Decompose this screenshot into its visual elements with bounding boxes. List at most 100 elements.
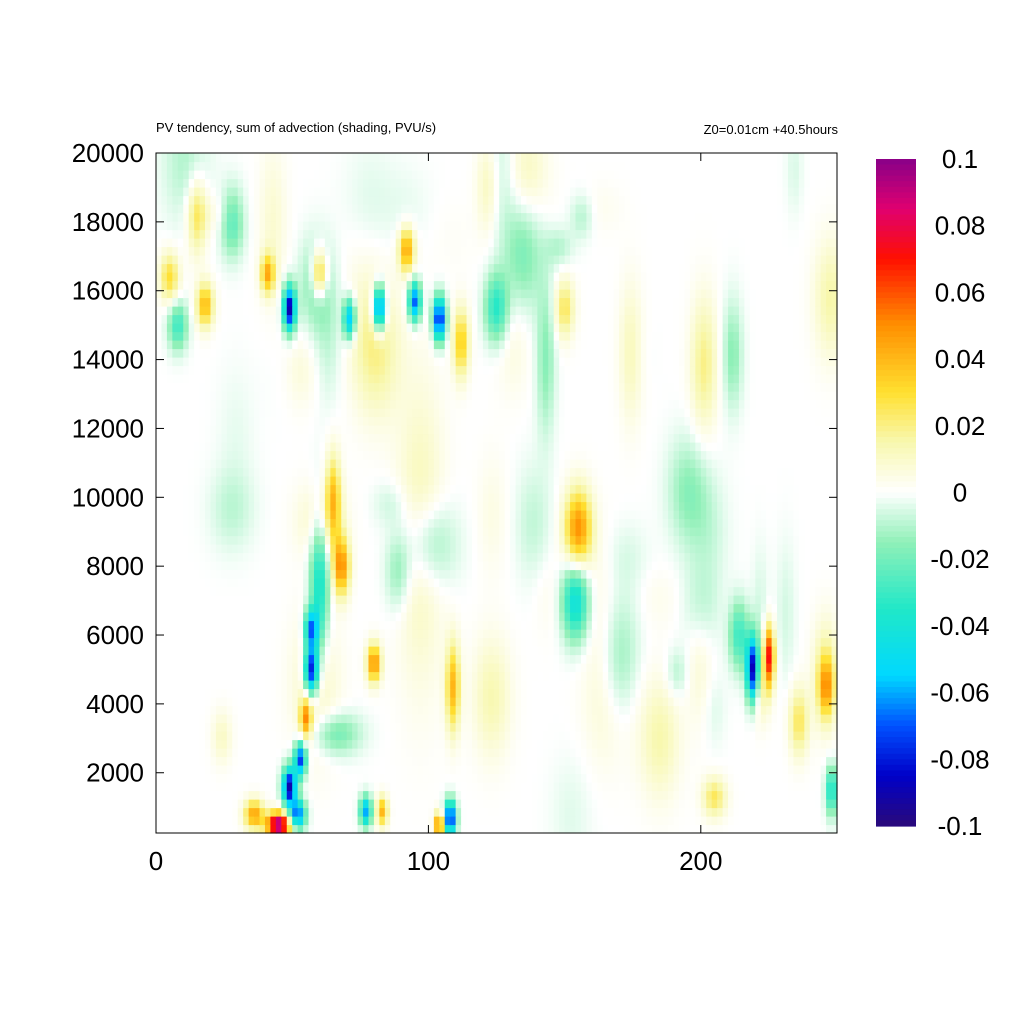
heatmap-cell bbox=[575, 790, 582, 800]
heatmap-cell bbox=[771, 527, 778, 537]
heatmap-cell bbox=[640, 680, 647, 690]
heatmap-cell bbox=[722, 816, 729, 826]
heatmap-cell bbox=[183, 790, 190, 800]
heatmap-cell bbox=[613, 739, 620, 749]
heatmap-cell bbox=[194, 527, 201, 537]
heatmap-cell bbox=[733, 799, 740, 809]
heatmap-cell bbox=[717, 654, 724, 664]
heatmap-cell bbox=[401, 731, 408, 741]
heatmap-cell bbox=[537, 527, 544, 537]
heatmap-cell bbox=[510, 824, 517, 834]
heatmap-cell bbox=[744, 620, 751, 630]
heatmap-cell bbox=[793, 535, 800, 545]
heatmap-cell bbox=[733, 518, 740, 528]
heatmap-cell bbox=[586, 799, 593, 809]
heatmap-cell bbox=[787, 807, 795, 817]
heatmap-cell bbox=[210, 731, 217, 741]
heatmap-cell bbox=[172, 748, 179, 758]
heatmap-cell bbox=[602, 612, 609, 622]
heatmap-cell bbox=[662, 748, 669, 758]
heatmap-cell bbox=[379, 782, 386, 792]
heatmap-cell bbox=[232, 790, 239, 800]
heatmap-cell bbox=[188, 680, 195, 690]
heatmap-cell bbox=[232, 671, 239, 681]
heatmap-cell bbox=[651, 790, 658, 800]
heatmap-cell bbox=[248, 654, 255, 664]
heatmap-cell bbox=[749, 501, 756, 511]
heatmap-cell bbox=[706, 680, 713, 690]
heatmap-cell bbox=[406, 612, 413, 622]
heatmap-cell bbox=[439, 637, 446, 647]
heatmap-cell bbox=[477, 714, 484, 724]
heatmap-cell bbox=[575, 612, 582, 622]
heatmap-cell bbox=[749, 714, 756, 724]
heatmap-cell bbox=[433, 654, 440, 664]
heatmap-cell bbox=[755, 731, 762, 741]
heatmap-cell bbox=[270, 731, 277, 741]
heatmap-cell bbox=[439, 501, 446, 511]
heatmap-cell bbox=[264, 620, 272, 630]
heatmap-cell bbox=[722, 637, 729, 647]
heatmap-cell bbox=[183, 603, 190, 613]
heatmap-cell bbox=[264, 790, 272, 800]
heatmap-cell bbox=[798, 671, 805, 681]
heatmap-cell bbox=[363, 671, 370, 681]
heatmap-cell bbox=[335, 790, 342, 800]
heatmap-cell bbox=[771, 535, 778, 545]
heatmap-cell bbox=[504, 501, 511, 511]
heatmap-cell bbox=[668, 518, 675, 528]
heatmap-cell bbox=[657, 493, 664, 503]
heatmap-cell bbox=[373, 790, 380, 800]
heatmap-cell bbox=[679, 612, 686, 622]
heatmap-cell bbox=[188, 816, 195, 826]
heatmap-cell bbox=[172, 807, 179, 817]
heatmap-cell bbox=[248, 697, 255, 707]
heatmap-cell bbox=[493, 765, 500, 775]
heatmap-cell bbox=[787, 773, 795, 783]
heatmap-cell bbox=[357, 773, 364, 783]
heatmap-cell bbox=[439, 544, 446, 554]
heatmap-cell bbox=[417, 535, 424, 545]
heatmap-cell bbox=[346, 756, 353, 766]
heatmap-cell bbox=[804, 739, 811, 749]
heatmap-cell bbox=[395, 671, 402, 681]
heatmap-cell bbox=[586, 739, 593, 749]
heatmap-cell bbox=[738, 552, 745, 562]
heatmap-cell bbox=[368, 680, 375, 690]
heatmap-cell bbox=[766, 824, 773, 834]
heatmap-cell bbox=[624, 722, 631, 732]
heatmap-cell bbox=[771, 569, 778, 579]
heatmap-cell bbox=[733, 816, 740, 826]
heatmap-cell bbox=[646, 629, 653, 639]
heatmap-cell bbox=[635, 790, 642, 800]
heatmap-cell bbox=[771, 671, 778, 681]
heatmap-cell bbox=[177, 620, 184, 630]
heatmap-cell bbox=[798, 535, 805, 545]
heatmap-cell bbox=[412, 739, 419, 749]
heatmap-cell bbox=[815, 688, 822, 698]
heatmap-cell bbox=[422, 561, 429, 571]
heatmap-cell bbox=[166, 739, 173, 749]
heatmap-cell bbox=[629, 782, 637, 792]
heatmap-cell bbox=[330, 620, 337, 630]
heatmap-cell bbox=[368, 714, 375, 724]
heatmap-cell bbox=[831, 816, 838, 826]
heatmap-cell bbox=[646, 756, 653, 766]
heatmap-cell bbox=[188, 586, 195, 596]
heatmap-cell bbox=[744, 782, 751, 792]
heatmap-cell bbox=[733, 501, 740, 511]
heatmap-cell bbox=[804, 807, 811, 817]
heatmap-cell bbox=[221, 680, 228, 690]
heatmap-cell bbox=[412, 510, 419, 520]
heatmap-cell bbox=[679, 824, 686, 834]
heatmap-cell bbox=[412, 697, 419, 707]
heatmap-cell bbox=[728, 527, 735, 537]
heatmap-cell bbox=[531, 697, 538, 707]
heatmap-cell bbox=[689, 697, 696, 707]
heatmap-cell bbox=[760, 680, 767, 690]
heatmap-cell bbox=[809, 714, 816, 724]
heatmap-cell bbox=[286, 765, 293, 775]
heatmap-cell bbox=[270, 578, 277, 588]
heatmap-cell bbox=[450, 756, 457, 766]
heatmap-cell bbox=[303, 824, 310, 834]
